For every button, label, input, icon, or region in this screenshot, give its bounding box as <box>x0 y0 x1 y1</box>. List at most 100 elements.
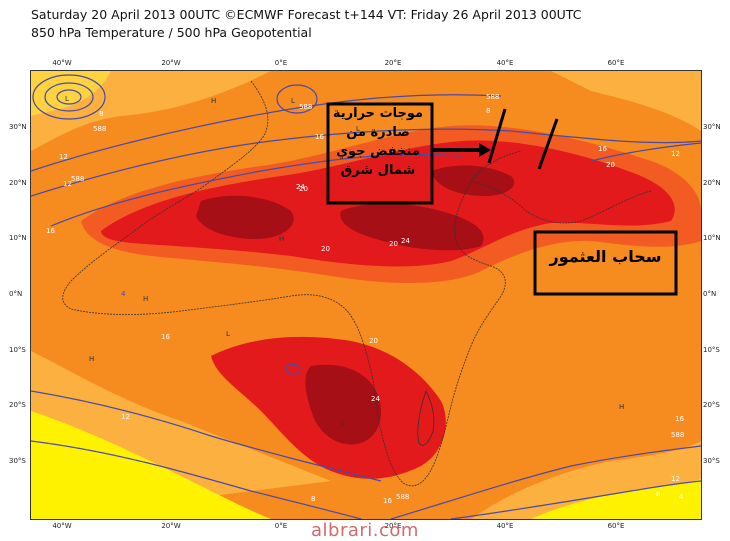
lon-label-bottom: 60°E <box>607 522 625 530</box>
lat-label-right: 0°N <box>703 290 717 298</box>
contour-south-3 <box>390 445 701 519</box>
contour-label: 20 <box>369 337 378 345</box>
contour-low-europe <box>276 84 318 114</box>
contour-low-center <box>32 74 106 120</box>
lon-label-top: 60°E <box>607 59 625 67</box>
hot-core-west-sahara <box>196 195 294 239</box>
lat-label-left: 30°S <box>9 457 26 465</box>
contour-north-2 <box>31 128 701 197</box>
contour-label: 8 <box>99 110 103 118</box>
lon-label-top: 40°W <box>52 59 72 67</box>
annotation-box-cloud <box>533 230 678 296</box>
low-pressure-mark: L <box>341 420 345 428</box>
annotation-arrow-head <box>479 143 491 157</box>
lon-label-top: 20°E <box>384 59 402 67</box>
contour-north-1 <box>31 94 502 172</box>
coastline-africa <box>62 80 522 487</box>
contour-label: 24 <box>371 395 380 403</box>
contour-low-core <box>56 89 82 105</box>
contour-label: 4 <box>121 290 126 298</box>
contour-label: 24 <box>296 183 305 191</box>
contour-label: 20 <box>321 245 330 253</box>
lon-label-top: 0°E <box>274 59 288 67</box>
lat-label-right: 30°N <box>703 123 721 131</box>
high-pressure-mark: H <box>89 355 94 363</box>
lat-label-right: 20°N <box>703 179 721 187</box>
lon-label-bottom: 20°W <box>161 522 181 530</box>
lat-label-right: 30°S <box>703 457 720 465</box>
annotation-front-line-1 <box>487 108 507 164</box>
contour-label: 16 <box>675 415 684 423</box>
low-pressure-mark: L <box>65 95 69 103</box>
hot-core-central-sahara <box>340 203 484 251</box>
contour-north-3 <box>50 153 462 227</box>
contour-label: 20 <box>299 185 308 193</box>
hot-core-northeast <box>431 165 515 196</box>
lat-label-left: 30°N <box>9 123 27 131</box>
lon-label-bottom: 40°E <box>496 522 514 530</box>
coastline-arabia <box>470 180 652 224</box>
low-pressure-mark: L <box>226 330 230 338</box>
contour-northeast <box>590 142 701 162</box>
annotation-cloud-text: سحاب العثمور <box>549 247 662 266</box>
forecast-subtitle: 850 hPa Temperature / 500 hPa Geopotenti… <box>31 25 312 40</box>
contour-label: 588 <box>93 125 106 133</box>
lon-label-top: 20°W <box>161 59 181 67</box>
forecast-title: Saturday 20 April 2013 00UTC ©ECMWF Fore… <box>31 7 582 22</box>
contour-label: 588 <box>396 493 409 501</box>
contour-label: 16 <box>598 145 607 153</box>
lat-label-left: 0°N <box>9 290 23 298</box>
high-pressure-mark: H <box>143 295 148 303</box>
contour-label: 12 <box>63 180 72 188</box>
low-pressure-mark: L <box>356 125 360 133</box>
coastline-madagascar <box>417 389 435 446</box>
cold-zone-northwest <box>31 71 111 116</box>
high-pressure-mark: H <box>279 235 284 243</box>
contour-south-2 <box>31 440 362 519</box>
lat-label-right: 10°N <box>703 234 721 242</box>
lat-label-left: 20°S <box>9 401 26 409</box>
contour-small-ring <box>285 363 301 375</box>
contour-label: 12 <box>671 475 680 483</box>
contour-label: 20 <box>606 161 615 169</box>
annotation-box-heat-waves <box>326 102 434 205</box>
low-pressure-mark: L <box>291 97 295 105</box>
lat-label-left: 10°S <box>9 346 26 354</box>
cool-zone-northeast <box>551 71 701 131</box>
lat-label-left: 20°N <box>9 179 27 187</box>
contour-label: 20 <box>389 240 398 248</box>
contour-label: 12 <box>671 150 680 158</box>
chart-header: Saturday 20 April 2013 00UTC ©ECMWF Fore… <box>31 6 581 42</box>
hot-core-southern-africa <box>305 364 381 445</box>
annotation-heat-waves-text: موجات حرارية صادرة من منخفض جوي شمال شرق <box>332 106 424 178</box>
contour-low-inner <box>44 82 94 112</box>
annotation-front-line-2 <box>537 118 559 170</box>
lon-label-bottom: 20°E <box>384 522 402 530</box>
lon-label-bottom: 40°W <box>52 522 72 530</box>
forecast-map: 588 588 588 588 588 588 12 12 12 12 12 1… <box>30 70 702 520</box>
contour-label: 588 <box>486 93 499 101</box>
contour-label: 588 <box>671 431 684 439</box>
contour-label: 16 <box>161 333 170 341</box>
contour-label: 12 <box>59 153 68 161</box>
contour-label: 8 <box>486 107 490 115</box>
cold-zone-southeast <box>531 479 701 519</box>
contour-label: 588 <box>71 175 84 183</box>
high-pressure-mark: H <box>211 97 216 105</box>
lat-label-left: 10°N <box>9 234 27 242</box>
lat-label-right: 20°S <box>703 401 720 409</box>
lat-label-right: 10°S <box>703 346 720 354</box>
contour-label: 16 <box>383 497 392 505</box>
watermark: albrari.com <box>311 520 419 541</box>
contour-label: 16 <box>46 227 55 235</box>
contour-label: 588 <box>299 103 312 111</box>
contour-label: 4 <box>679 493 684 501</box>
contour-label: 24 <box>401 237 410 245</box>
lon-label-bottom: 0°E <box>274 522 288 530</box>
lon-label-top: 40°E <box>496 59 514 67</box>
map-canvas: 588 588 588 588 588 588 12 12 12 12 12 1… <box>31 71 701 519</box>
contour-south-1 <box>31 390 382 482</box>
contour-label: 8 <box>311 495 315 503</box>
contour-label: 12 <box>121 413 130 421</box>
contour-label: 16 <box>315 133 324 141</box>
